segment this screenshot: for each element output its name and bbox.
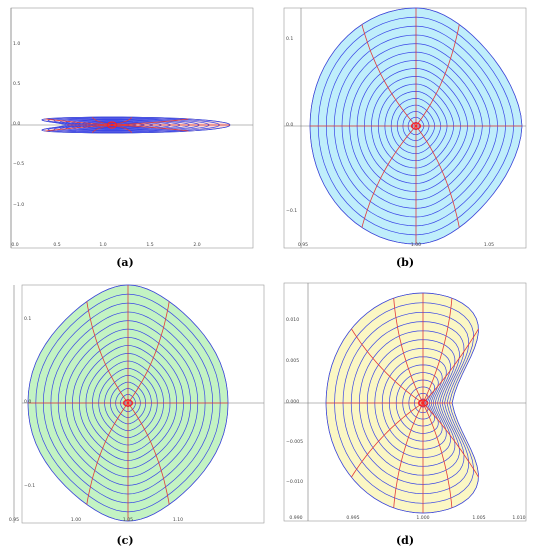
radial-curve xyxy=(422,328,479,404)
center-point xyxy=(417,399,429,407)
panel-b-caption: (b) xyxy=(395,256,415,269)
y-tick-label: 1.0 xyxy=(13,41,20,47)
x-tick-label: 0.95 xyxy=(298,242,308,248)
y-tick-label: −0.5 xyxy=(13,161,24,167)
y-tick-label: −0.1 xyxy=(286,208,297,214)
panel-d-plot: 0.990 0.995 1.000 1.005 1.010 0.010 0.005 0.000… xyxy=(283,282,527,522)
x-tick-label: 1.05 xyxy=(123,517,133,523)
y-tick-label: 0.1 xyxy=(24,316,31,322)
radial-curve xyxy=(92,124,113,134)
center-dot xyxy=(414,124,418,128)
panel-a-plot: 0.0 0.5 1.0 1.5 2.0 1.0 0.5 0.0 −0.5 −1.0 xyxy=(10,7,254,249)
radial-curve xyxy=(127,402,170,505)
radial-curve xyxy=(422,402,453,508)
y-tick-label: 0.5 xyxy=(13,81,20,87)
radial-curve xyxy=(422,402,479,478)
y-tick-label: −0.010 xyxy=(286,479,303,485)
radial-curve xyxy=(45,118,113,126)
radial-curve xyxy=(92,116,113,126)
radial-curve xyxy=(127,301,170,404)
y-tick-label: −0.005 xyxy=(286,439,303,445)
radial-curve xyxy=(415,24,460,127)
radial-curve xyxy=(86,402,129,505)
panel-c-plot: 0.95 1.00 1.05 1.10 0.1 0.0 −0.1 xyxy=(9,284,265,524)
center-dot xyxy=(110,123,114,127)
x-tick-label: 1.10 xyxy=(173,517,183,523)
radial-curve xyxy=(351,328,424,404)
panel-c: 0.95 1.00 1.05 1.10 0.1 0.0 −0.1 (c) xyxy=(0,275,266,550)
y-tick-label: 0.0 xyxy=(286,122,293,128)
radial-curve xyxy=(351,402,424,478)
center-dot xyxy=(421,401,425,405)
radial-curve xyxy=(111,124,189,132)
x-tick-label: 0.5 xyxy=(53,242,60,248)
center-point xyxy=(122,399,134,407)
radial-curve xyxy=(45,124,113,132)
panel-d-caption: (d) xyxy=(395,534,415,547)
radial-curve xyxy=(86,301,129,404)
radial-curve xyxy=(393,298,424,404)
panel-d: 0.990 0.995 1.000 1.005 1.010 0.010 0.005 0.000… xyxy=(266,275,533,550)
radial-curve xyxy=(361,125,417,228)
y-tick-label: −0.1 xyxy=(24,483,35,489)
radial-curve xyxy=(422,298,453,404)
radial-curve xyxy=(111,124,132,133)
radial-curve xyxy=(361,24,417,127)
x-tick-label: 1.010 xyxy=(512,515,525,521)
x-tick-label: 1.05 xyxy=(484,242,494,248)
radial-curve xyxy=(393,402,424,508)
panel-a: 0.0 0.5 1.0 1.5 2.0 1.0 0.5 0.0 −0.5 −1.0 (a) xyxy=(0,0,266,275)
y-tick-label: 0.010 xyxy=(286,317,299,323)
y-tick-label: 0.0 xyxy=(13,121,20,127)
x-tick-label: 2.0 xyxy=(193,242,200,248)
x-tick-label: 0.995 xyxy=(346,515,359,521)
y-tick-label: 0.005 xyxy=(286,358,299,364)
x-tick-label: 1.5 xyxy=(146,242,153,248)
x-tick-label: 1.00 xyxy=(411,242,421,248)
y-tick-label: −1.0 xyxy=(13,202,24,208)
panel-c-caption: (c) xyxy=(116,534,134,547)
radial-curve xyxy=(111,117,132,126)
x-tick-label: 1.0 xyxy=(99,242,106,248)
panel-b: 0.95 1.00 1.05 0.1 0.0 −0.1 (b) xyxy=(266,0,533,275)
panel-b-plot: 0.95 1.00 1.05 0.1 0.0 −0.1 xyxy=(283,7,527,249)
center-point xyxy=(106,121,118,129)
center-dot xyxy=(126,401,130,405)
y-tick-label: 0.1 xyxy=(286,36,293,42)
y-tick-label: 0.0 xyxy=(24,399,31,405)
x-tick-label: 1.005 xyxy=(472,515,485,521)
center-point xyxy=(410,122,422,130)
radial-curve xyxy=(415,125,460,228)
x-tick-label: 0.95 xyxy=(9,517,19,523)
x-tick-label: 0.0 xyxy=(11,242,18,248)
y-tick-label: 0.000 xyxy=(286,399,299,405)
x-tick-label: 1.00 xyxy=(71,517,81,523)
radial-curve xyxy=(111,118,189,126)
x-tick-label: 0.990 xyxy=(289,515,302,521)
panel-a-caption: (a) xyxy=(116,256,134,269)
x-tick-label: 1.000 xyxy=(416,515,429,521)
